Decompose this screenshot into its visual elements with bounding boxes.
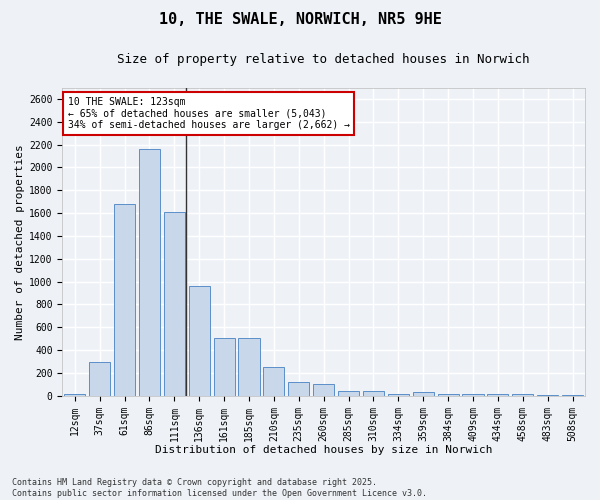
Text: 10 THE SWALE: 123sqm
← 65% of detached houses are smaller (5,043)
34% of semi-de: 10 THE SWALE: 123sqm ← 65% of detached h… [68, 97, 350, 130]
Bar [463, 394, 484, 396]
Text: Contains HM Land Registry data © Crown copyright and database right 2025.
Contai: Contains HM Land Registry data © Crown c… [12, 478, 427, 498]
Bar [288, 382, 310, 396]
Y-axis label: Number of detached properties: Number of detached properties [15, 144, 25, 340]
Bar [363, 390, 384, 396]
Bar [437, 394, 459, 396]
Bar [139, 149, 160, 396]
Bar [164, 212, 185, 396]
Bar [263, 368, 284, 396]
Bar [487, 394, 508, 396]
X-axis label: Distribution of detached houses by size in Norwich: Distribution of detached houses by size … [155, 445, 493, 455]
Bar [114, 204, 135, 396]
Title: Size of property relative to detached houses in Norwich: Size of property relative to detached ho… [118, 52, 530, 66]
Bar [89, 362, 110, 396]
Bar [537, 394, 558, 396]
Bar [512, 394, 533, 396]
Bar [388, 394, 409, 396]
Bar [188, 286, 210, 396]
Text: 10, THE SWALE, NORWICH, NR5 9HE: 10, THE SWALE, NORWICH, NR5 9HE [158, 12, 442, 28]
Bar [64, 394, 85, 396]
Bar [413, 392, 434, 396]
Bar [238, 338, 260, 396]
Bar [338, 390, 359, 396]
Bar [214, 338, 235, 396]
Bar [562, 394, 583, 396]
Bar [313, 384, 334, 396]
